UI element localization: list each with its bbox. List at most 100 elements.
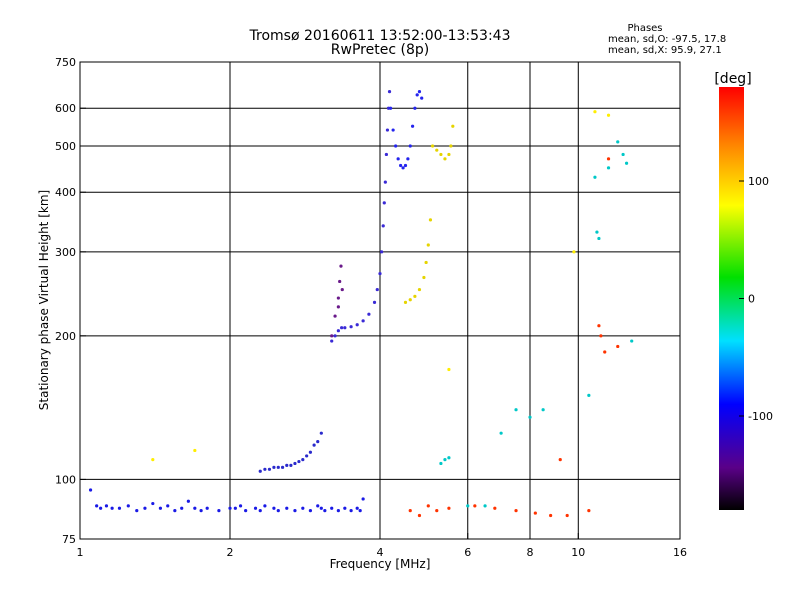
data-point xyxy=(417,90,422,94)
data-point xyxy=(205,506,209,510)
data-point xyxy=(378,272,382,276)
stats-line-x: mean, sd,X: 95.9, 27.1 xyxy=(608,45,722,56)
data-point xyxy=(593,175,597,179)
data-point xyxy=(593,110,597,114)
data-point xyxy=(336,296,340,300)
data-point xyxy=(417,513,422,518)
data-point xyxy=(616,140,620,144)
data-point xyxy=(244,509,248,513)
data-point xyxy=(406,157,410,161)
data-point xyxy=(413,106,417,110)
data-point xyxy=(316,440,320,444)
data-point xyxy=(420,96,424,100)
data-point xyxy=(606,166,611,170)
data-point xyxy=(606,157,611,161)
data-point xyxy=(228,506,232,510)
data-point xyxy=(323,509,327,513)
data-point xyxy=(117,506,122,510)
data-point xyxy=(267,467,272,471)
data-point xyxy=(336,305,340,309)
data-point xyxy=(158,506,163,510)
y-tick-label: 500 xyxy=(55,140,76,153)
data-point xyxy=(447,152,451,157)
data-point xyxy=(258,469,262,473)
data-point xyxy=(263,504,267,508)
data-point xyxy=(385,128,390,132)
data-point xyxy=(355,506,359,510)
data-point xyxy=(549,513,553,518)
data-point xyxy=(285,506,289,510)
stats-line-o: mean, sd,O: -97.5, 17.8 xyxy=(608,34,726,45)
data-point xyxy=(558,458,562,462)
y-tick-label: 750 xyxy=(55,56,76,69)
data-point xyxy=(382,201,386,205)
data-point xyxy=(424,260,428,265)
data-point xyxy=(349,509,353,513)
data-point xyxy=(276,465,280,469)
data-point xyxy=(180,506,184,510)
data-point xyxy=(333,334,337,338)
data-point xyxy=(388,106,393,110)
data-point xyxy=(439,152,443,157)
data-point xyxy=(104,504,109,508)
data-point xyxy=(308,509,313,513)
x-tick-label: 10 xyxy=(571,546,585,559)
data-points xyxy=(88,90,634,518)
data-point xyxy=(415,93,419,97)
data-point xyxy=(408,144,412,148)
data-point xyxy=(533,511,537,515)
data-point xyxy=(358,509,362,513)
y-tick-label: 100 xyxy=(55,473,76,486)
data-point xyxy=(541,408,545,412)
data-point xyxy=(330,506,334,510)
data-point xyxy=(336,329,340,333)
data-point xyxy=(483,504,487,508)
data-point xyxy=(603,350,607,354)
colorbar-tick-label: -100 xyxy=(748,410,773,423)
data-point xyxy=(426,504,430,508)
y-tick-label: 600 xyxy=(55,102,76,115)
data-point xyxy=(193,448,197,453)
data-point xyxy=(587,393,591,398)
data-point xyxy=(349,325,353,329)
data-point xyxy=(135,509,139,513)
data-point xyxy=(272,465,276,469)
data-point xyxy=(151,501,155,506)
data-point xyxy=(473,504,477,508)
x-tick-label: 4 xyxy=(377,546,384,559)
data-point xyxy=(330,339,334,343)
data-point xyxy=(426,243,430,247)
data-point xyxy=(361,497,365,501)
data-point xyxy=(301,506,305,510)
data-point xyxy=(339,264,343,268)
y-axis: 75 100 200 300 400 500 600 750 xyxy=(55,56,86,546)
data-point xyxy=(301,458,305,462)
data-point xyxy=(572,250,576,254)
data-point xyxy=(372,300,377,305)
data-point xyxy=(312,443,316,447)
data-point xyxy=(319,506,323,510)
data-point xyxy=(143,506,147,510)
x-tick-label: 6 xyxy=(464,546,471,559)
data-point xyxy=(293,461,297,466)
data-point xyxy=(276,509,280,513)
data-point xyxy=(285,463,289,467)
y-axis-label: Stationary phase Virtual Height [km] xyxy=(37,190,51,410)
data-point xyxy=(343,506,347,510)
x-tick-label: 8 xyxy=(527,546,534,559)
data-point xyxy=(258,509,262,513)
y-tick-label: 400 xyxy=(55,186,76,199)
colorbar-label: [deg] xyxy=(714,71,751,87)
grid xyxy=(80,62,680,539)
data-point xyxy=(367,312,371,316)
data-point xyxy=(413,294,417,298)
data-point xyxy=(380,250,384,254)
data-point xyxy=(233,506,237,510)
data-point xyxy=(399,163,403,168)
stats-heading: Phases xyxy=(627,23,662,34)
data-point xyxy=(199,509,203,513)
data-point xyxy=(88,488,93,492)
data-point xyxy=(343,326,347,330)
data-point xyxy=(217,509,221,513)
